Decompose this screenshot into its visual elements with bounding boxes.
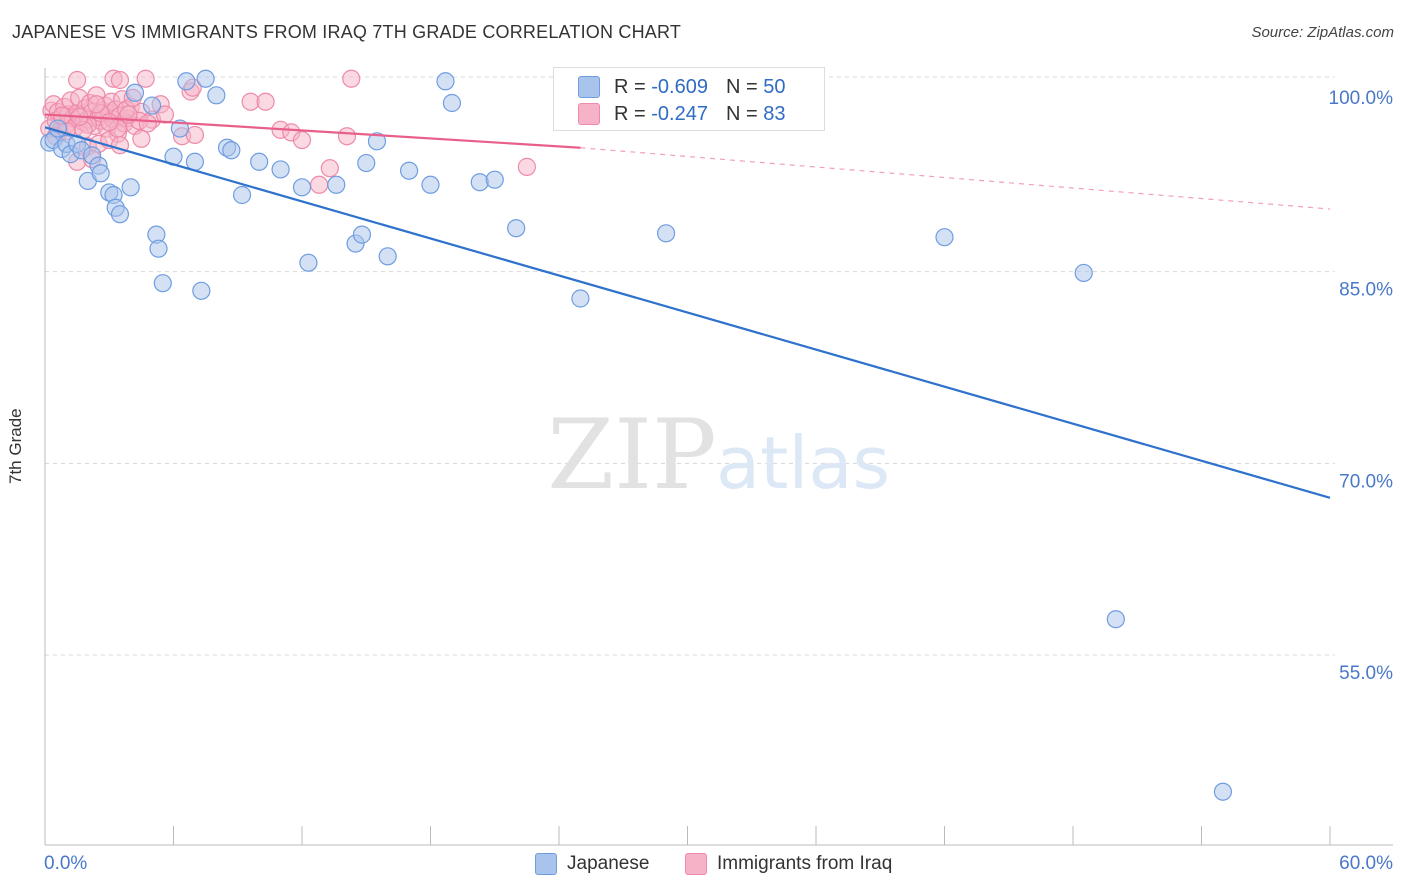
japanese-legend-swatch <box>535 853 557 875</box>
legend-row-japanese: R = -0.609 N = 50 <box>578 74 785 100</box>
x-tick-label: 60.0% <box>1339 853 1393 874</box>
japanese-legend-label: Japanese <box>567 853 650 874</box>
y-tick-label: 100.0% <box>1329 88 1394 109</box>
tick-labels: 100.0% 85.0% 70.0% 55.0% 0.0% 60.0% <box>44 88 1393 874</box>
japanese-point <box>470 173 489 192</box>
japanese-point <box>485 170 504 189</box>
japanese-point <box>935 228 954 247</box>
iraq-swatch <box>578 103 600 125</box>
iraq-point <box>110 70 130 90</box>
iraq-r-value: -0.247 <box>651 102 708 125</box>
japanese-r-value: -0.609 <box>651 75 708 98</box>
japanese-point <box>125 83 145 102</box>
japanese-point <box>142 96 162 115</box>
iraq-point <box>185 125 205 145</box>
iraq-point <box>517 157 536 176</box>
japanese-point <box>378 247 397 266</box>
japanese-point <box>91 164 110 183</box>
legend-n-label: N = <box>725 75 758 98</box>
legend-n-label: N = <box>725 102 758 125</box>
y-tick-label: 55.0% <box>1339 663 1393 684</box>
x-tick-label: 0.0% <box>44 853 87 874</box>
legend-item-iraq[interactable]: Immigrants from Iraq <box>685 851 892 877</box>
iraq-legend-swatch <box>685 853 707 875</box>
iraq-point <box>87 95 106 114</box>
japanese-point <box>153 274 172 293</box>
japanese-swatch <box>578 76 600 98</box>
chart-title: JAPANESE VS IMMIGRANTS FROM IRAQ 7TH GRA… <box>12 22 682 42</box>
legend-r-label: R = <box>614 102 646 125</box>
japanese-n-value: 50 <box>763 75 786 98</box>
iraq-point <box>292 130 312 150</box>
japanese-point <box>170 119 190 138</box>
y-tick-label: 85.0% <box>1339 280 1393 301</box>
japanese-point <box>121 178 140 197</box>
japanese-point <box>507 219 526 238</box>
legend-item-japanese[interactable]: Japanese <box>535 851 649 877</box>
watermark-zip: ZIP <box>547 399 716 511</box>
japanese-point <box>177 72 196 91</box>
data-points <box>40 69 1233 801</box>
iraq-n-value: 83 <box>763 102 786 125</box>
iraq-point <box>68 70 87 90</box>
japanese-point <box>357 153 376 173</box>
japanese-point <box>421 175 440 194</box>
japanese-point <box>436 72 455 91</box>
japanese-point <box>1106 610 1125 629</box>
japanese-point <box>232 185 252 205</box>
japanese-point <box>571 289 590 308</box>
axes <box>44 68 1393 846</box>
iraq-trend-extension <box>580 147 1331 210</box>
japanese-point <box>656 224 676 243</box>
japanese-point <box>271 160 290 179</box>
legend-r-label: R = <box>614 75 646 98</box>
japanese-point <box>222 141 241 160</box>
iraq-point <box>320 159 339 178</box>
iraq-point <box>136 69 155 88</box>
watermark-atlas: atlas <box>716 421 890 505</box>
japanese-point <box>352 225 372 244</box>
gridlines <box>45 76 1335 656</box>
japanese-point <box>442 93 462 113</box>
iraq-point <box>132 129 151 148</box>
japanese-trend-line <box>44 126 1331 499</box>
y-tick-label: 70.0% <box>1339 471 1393 492</box>
japanese-point <box>299 253 318 272</box>
iraq-legend-label: Immigrants from Iraq <box>717 853 893 874</box>
iraq-point <box>337 127 357 146</box>
iraq-point <box>138 114 157 133</box>
japanese-point <box>149 239 168 258</box>
japanese-point <box>192 281 211 300</box>
source-credit: Source: ZipAtlas.com <box>1251 24 1394 41</box>
iraq-point <box>256 92 275 111</box>
japanese-point <box>1074 263 1093 283</box>
japanese-point <box>292 178 312 197</box>
iraq-point <box>100 113 119 132</box>
japanese-point <box>250 152 269 171</box>
japanese-point <box>399 161 419 180</box>
stats-legend: R = -0.609 N = 50 R = -0.247 N = 83 <box>553 67 825 131</box>
iraq-point <box>310 175 329 194</box>
japanese-point <box>196 69 215 88</box>
japanese-point <box>327 175 346 194</box>
iraq-trend-line <box>44 113 581 149</box>
legend-row-iraq: R = -0.247 N = 83 <box>578 101 785 127</box>
japanese-point <box>110 205 130 224</box>
iraq-point <box>342 69 361 88</box>
japanese-point <box>207 86 226 105</box>
trend-lines <box>44 113 1331 499</box>
japanese-point <box>1213 782 1233 801</box>
japanese-point <box>367 132 387 151</box>
